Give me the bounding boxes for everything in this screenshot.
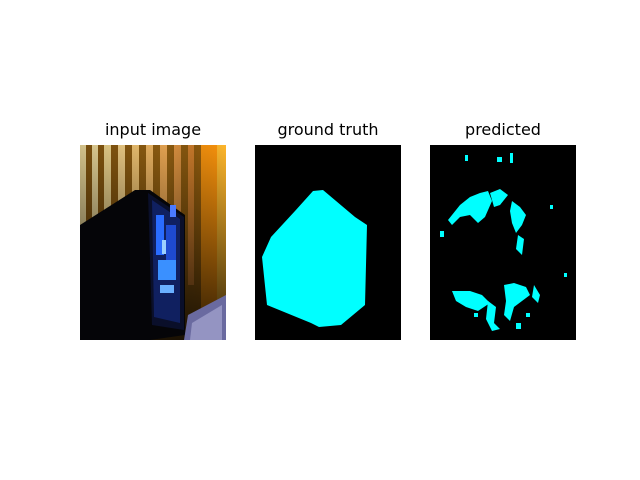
ground-truth-title: ground truth (277, 120, 379, 139)
input-image-title: input image (104, 120, 202, 139)
input-image (80, 145, 226, 340)
predicted-title: predicted (465, 120, 541, 139)
predicted-mask (430, 145, 576, 340)
ground-truth-mask (255, 145, 401, 340)
